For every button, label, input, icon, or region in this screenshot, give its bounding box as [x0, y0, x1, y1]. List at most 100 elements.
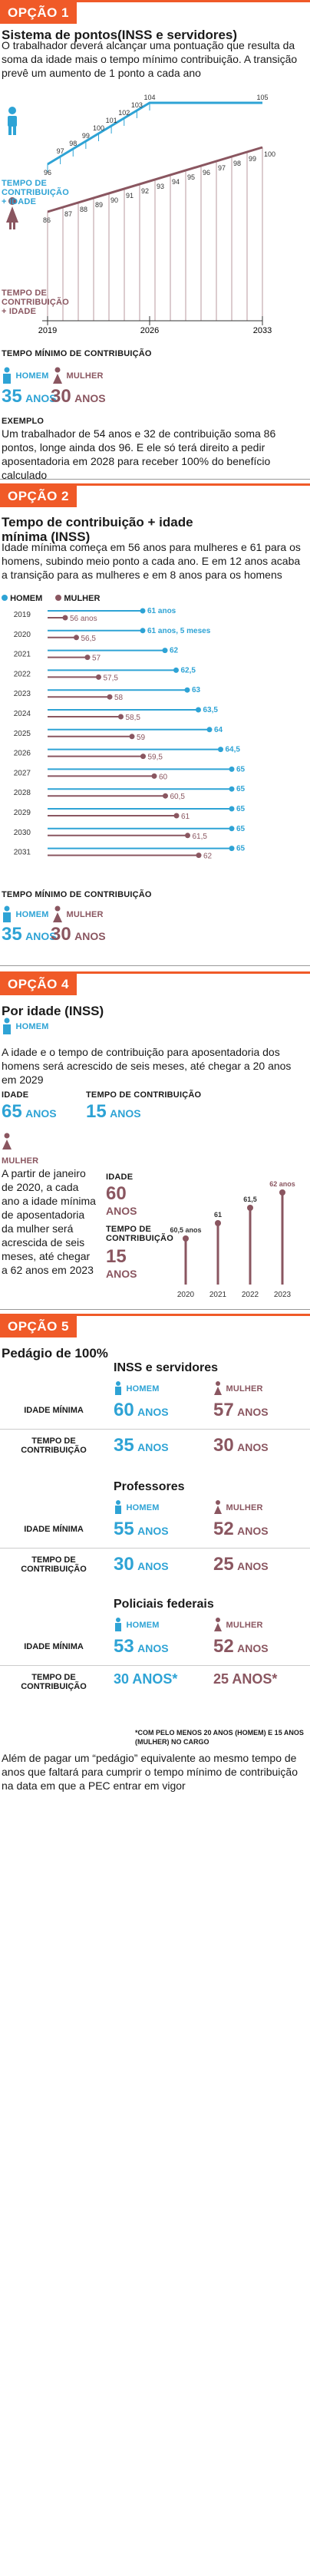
option4-women-text: A partir de janeiro de 2020, a cada ano … [2, 1167, 96, 1276]
women-age-dot [118, 714, 124, 720]
women-contrib-unit: ANOS [106, 1268, 137, 1280]
women-point-label: 88 [80, 206, 87, 213]
men-contrib: 35 ANOS [114, 1435, 169, 1456]
option2-title: Tempo de contribuição + idade mínima (IN… [2, 515, 193, 544]
men-contrib: 30 ANOS [114, 1554, 169, 1575]
women-age-label: 56,5 [81, 635, 97, 643]
year-label: 2029 [14, 809, 31, 817]
option1-min-title: TEMPO MÍNIMO DE CONTRIBUIÇÃO [2, 349, 152, 358]
women-age-dot [196, 853, 202, 859]
option2-women-min: MULHER [52, 905, 104, 922]
women-contrib: 25 ANOS [213, 1554, 269, 1575]
men-age: 60 ANOS [114, 1400, 169, 1421]
men-age-value: 53 [114, 1636, 134, 1657]
men-points-label: TEMPO DE CONTRIBUIÇÃO + IDADE [2, 179, 69, 206]
option1-men-value: 35 ANOS [2, 386, 57, 407]
women-point-label: 89 [95, 201, 103, 209]
women-age-dot [279, 1189, 285, 1196]
men-age-value: 60 [114, 1400, 134, 1420]
option4-women-contrib-label: TEMPO DE CONTRIBUIÇÃO [106, 1225, 173, 1243]
men-age-label: 65 [236, 845, 246, 853]
women-age-label: 61,5 [193, 833, 208, 841]
men-point-label: 97 [57, 147, 64, 155]
women-age: 52 ANOS [213, 1519, 269, 1540]
men-age-label: 62 [170, 647, 179, 655]
men-age-label: 61 anos [147, 607, 176, 615]
contrib-row-label: TEMPO DE CONTRIBUIÇÃO [21, 1673, 87, 1691]
group-men-header: HOMEM [114, 1500, 160, 1514]
men-age-value: 55 [114, 1519, 134, 1539]
section-divider [0, 1309, 310, 1310]
women-min-unit: ANOS [74, 930, 106, 942]
women-point-label: 92 [141, 187, 149, 195]
group-women-header: MULHER [213, 1618, 263, 1631]
option4-men-header: HOMEM [2, 1018, 49, 1034]
option2-age-chart: 2019 61 anos 56 anos 2020 61 anos, 5 meses 56… [14, 607, 246, 861]
year-label: 2028 [14, 789, 31, 797]
option4-men-text: A idade e o tempo de contribuição para a… [2, 1046, 292, 1086]
men-name: HOMEM [126, 1503, 160, 1513]
group-name: Policiais federais [114, 1598, 214, 1611]
women-age-label: 58,5 [126, 714, 141, 722]
women-age-unit: ANOS [237, 1525, 269, 1537]
contrib-row-label: TEMPO DE CONTRIBUIÇÃO [21, 1436, 87, 1455]
option1-top-rule [0, 0, 310, 2]
contrib-row-label: TEMPO DE CONTRIBUIÇÃO [21, 1555, 87, 1574]
men-age-unit: ANOS [137, 1642, 169, 1654]
men-contrib-value: 35 [114, 1435, 134, 1456]
men-point-label: 98 [69, 140, 77, 147]
women-point-label: 97 [218, 164, 226, 172]
year-label: 2020 [177, 1291, 195, 1299]
men-name: HOMEM [126, 1384, 160, 1394]
option2-badge: OPÇÃO 2 [0, 486, 78, 507]
men-age-dot [229, 766, 235, 772]
men-age-dot [140, 628, 146, 634]
women-name: MULHER [66, 910, 104, 920]
women-age-label: 61 [214, 1211, 222, 1219]
men-name: HOMEM [15, 1022, 49, 1032]
women-age-dot [140, 754, 146, 760]
option5-badge: OPÇÃO 5 [0, 1316, 78, 1337]
row-divider [0, 1665, 310, 1666]
men-age-label: 65 [236, 805, 246, 813]
year-label: 2019 [38, 326, 57, 333]
legend-men-label: HOMEM [10, 594, 43, 603]
women-point-label: 93 [157, 183, 164, 190]
year-label: 2024 [14, 710, 31, 718]
woman-icon [214, 1381, 222, 1395]
option4-women-age-label: IDADE [106, 1173, 134, 1182]
men-age-dot [218, 747, 223, 753]
year-label: 2033 [253, 326, 272, 333]
year-label: 2021 [209, 1291, 227, 1299]
man-icon [115, 1500, 121, 1514]
men-age-label: 61 anos, 5 meses [147, 627, 211, 635]
year-label: 2026 [14, 750, 31, 758]
men-age: 53 ANOS [114, 1636, 169, 1657]
example-text: Um trabalhador de 54 anos e 32 de contri… [2, 427, 276, 481]
women-age-dot [215, 1220, 221, 1226]
men-age-label: 65 [236, 825, 246, 833]
option2-min-title: TEMPO MÍNIMO DE CONTRIBUIÇÃO [2, 890, 152, 899]
woman-icon [53, 367, 62, 384]
men-contrib-value: 15 [86, 1101, 107, 1122]
women-age-unit: ANOS [106, 1205, 137, 1217]
group-women-header: MULHER [213, 1500, 263, 1514]
option2-women-value: 30 ANOS [51, 924, 106, 945]
women-age-label: 60,5 [170, 793, 186, 801]
group-block: Professores HOMEM MULHER IDADE MÍNIMA 55 A… [0, 1480, 310, 1595]
men-contrib-value: 30 ANOS* [114, 1671, 178, 1687]
year-label: 2026 [140, 326, 159, 333]
women-age-dot [185, 833, 190, 839]
year-label: 2020 [14, 631, 31, 639]
option5-footnote: *COM PELO MENOS 20 ANOS (HOMEM) E 15 ANO… [135, 1729, 304, 1746]
year-label: 2019 [14, 611, 31, 619]
women-age-value: 52 [213, 1519, 234, 1539]
men-min-value: 35 [2, 386, 22, 407]
year-label: 2031 [14, 849, 31, 857]
section-divider [0, 479, 310, 480]
men-age-label: 64 [214, 726, 223, 734]
men-point-label: 96 [44, 169, 51, 176]
legend-women-label: MULHER [64, 594, 101, 603]
women-point-label: 100 [264, 150, 275, 158]
